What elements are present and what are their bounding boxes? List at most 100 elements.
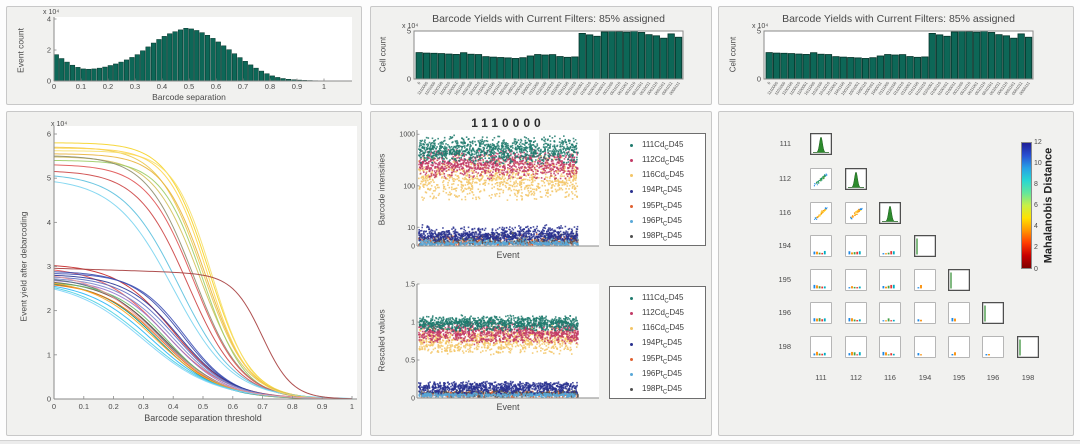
matrix-cell-196-196: [982, 302, 1004, 324]
matrix-col-label-111: 111: [815, 373, 827, 382]
legend-item-194Pt_CD45: 194PtCD45: [616, 337, 703, 352]
panel-barcode-yields-middle: Barcode Yields with Current Filters: 85%…: [370, 6, 712, 105]
matrix-cell-196-116: [879, 302, 901, 324]
matrix-cell-196-111: [810, 302, 832, 324]
legend-item-116Cd_CD45: 116CdCD45: [616, 321, 703, 336]
legend-marker: [630, 174, 633, 178]
matrix-cell-112-111: [810, 168, 832, 190]
y-axis-label: Cell count: [728, 36, 738, 73]
legend-label: 196PtCD45: [642, 368, 682, 381]
matrix-col-label-112: 112: [850, 373, 862, 382]
selected-barcode-title: 1110000: [471, 116, 545, 130]
legend-marker: [630, 342, 633, 346]
legend-marker: [630, 220, 633, 224]
y-exponent-label: x 10⁴: [43, 9, 60, 16]
y-axis-label: Event yield after debarcoding: [18, 211, 29, 322]
legend-label: 196PtCD45: [642, 215, 682, 228]
matrix-cell-195-111: [810, 269, 832, 291]
matrix-cell-195-194: [914, 269, 936, 291]
matrix-cell-198-112: [845, 336, 867, 358]
mahalanobis-colorbar: [1021, 142, 1032, 269]
legend-item-112Cd_CD45: 112CdCD45: [616, 306, 703, 321]
legend-marker: [630, 373, 633, 377]
legend-marker: [630, 235, 633, 239]
matrix-cell-196-195: [948, 302, 970, 324]
chart-title: Barcode Yields with Current Filters: 85%…: [432, 13, 665, 25]
legend-item-196Pt_CD45: 196PtCD45: [616, 214, 703, 229]
intensities-x-axis-label: Event: [496, 250, 520, 260]
matrix-cell-195-116: [879, 269, 901, 291]
matrix-cell-116-111: [810, 202, 832, 224]
matrix-col-label-196: 196: [986, 373, 1000, 382]
legend-marker: [630, 159, 633, 163]
legend-marker: [630, 357, 633, 361]
matrix-cell-194-112: [845, 235, 867, 257]
colorbar-tick-6: 6: [1034, 202, 1038, 209]
matrix-row-label-195: 195: [778, 275, 791, 284]
matrix-row-label-112: 112: [779, 174, 791, 183]
x-axis-label: Barcode separation threshold: [144, 413, 262, 423]
legend-item-196Pt_CD45: 196PtCD45: [616, 367, 703, 382]
matrix-cell-198-116: [879, 336, 901, 358]
matrix-col-label-198: 198: [1021, 373, 1035, 382]
legend-item-194Pt_CD45: 194PtCD45: [616, 184, 703, 199]
x-axis-label: Barcode separation: [152, 92, 226, 102]
legend-label: 195PtCD45: [642, 353, 682, 366]
matrix-row-label-116: 116: [779, 208, 791, 217]
yield-curves-canvas: [7, 112, 361, 435]
y-axis-label: Event count: [15, 28, 26, 73]
colorbar-label: Mahalanobis Distance: [1042, 147, 1055, 264]
legend-item-195Pt_CD45: 195PtCD45: [616, 199, 703, 214]
legend-label: 116CdCD45: [642, 323, 685, 335]
legend-item-112Cd_CD45: 112CdCD45: [616, 153, 703, 168]
colorbar-tick-12: 12: [1034, 138, 1042, 146]
matrix-cell-116-112: [845, 202, 867, 224]
legend-marker: [630, 388, 633, 392]
matrix-cell-112-112: [845, 168, 867, 190]
matrix-cell-116-116: [879, 202, 901, 224]
panel-barcode-yields-right: Barcode Yields with Current Filters: 85%…: [718, 6, 1074, 105]
intensities-y-axis-label: Barcode intensities: [376, 153, 387, 226]
panel-separation-histogram: x 10⁴ Event count Barcode separation: [6, 6, 362, 105]
panel-event-scatters: 1110000 Barcode intensities Event Rescal…: [370, 111, 712, 436]
legend-item-116Cd_CD45: 116CdCD45: [616, 168, 703, 183]
colorbar-tick-0: 0: [1034, 265, 1038, 273]
matrix-col-label-194: 194: [918, 373, 932, 382]
window-bottom-edge: [0, 440, 1080, 444]
legend-label: 111CdCD45: [642, 292, 684, 305]
separation-histogram-canvas: [7, 7, 361, 104]
legend-label: 194PtCD45: [642, 185, 682, 197]
legend-label: 116CdCD45: [642, 170, 685, 182]
chart-title: Barcode Yields with Current Filters: 85%…: [782, 13, 1015, 25]
y-axis-label: Cell count: [378, 36, 388, 73]
matrix-cell-195-195: [948, 269, 970, 291]
matrix-cell-198-194: [914, 336, 936, 358]
legend-label: 198PtCD45: [642, 383, 682, 396]
matrix-cell-194-111: [810, 235, 832, 257]
matrix-cell-198-196: [982, 336, 1004, 358]
legend-marker: [630, 204, 633, 208]
legend-item-198Pt_CD45: 198PtCD45: [616, 382, 703, 397]
matrix-col-label-116: 116: [884, 373, 896, 382]
legend-item-111Cd_CD45: 111CdCD45: [616, 291, 703, 306]
legend-marker: [630, 144, 633, 148]
matrix-cell-198-195: [948, 336, 970, 358]
barcode-yields-canvas: [371, 7, 711, 104]
matrix-row-label-196: 196: [778, 308, 791, 317]
colorbar-tick-4: 4: [1034, 223, 1038, 231]
legend-marker: [630, 327, 633, 331]
matrix-row-label-198: 198: [778, 342, 791, 351]
legend-label: 112CdCD45: [642, 154, 685, 167]
legend-marker: [630, 312, 633, 316]
matrix-cell-198-198: [1017, 336, 1039, 358]
y-exponent-label: x 10⁴: [402, 23, 419, 30]
matrix-cell-111-111: [810, 133, 832, 155]
colorbar-tick-2: 2: [1034, 244, 1038, 252]
matrix-cell-194-194: [914, 235, 936, 257]
rescaled-y-axis-label: Rescaled values: [376, 309, 387, 372]
matrix-row-label-194: 194: [778, 241, 791, 250]
legend-item-111Cd_CD45: 111CdCD45: [616, 138, 703, 153]
matrix-cell-198-111: [810, 336, 832, 358]
matrix-cell-196-194: [914, 302, 936, 324]
